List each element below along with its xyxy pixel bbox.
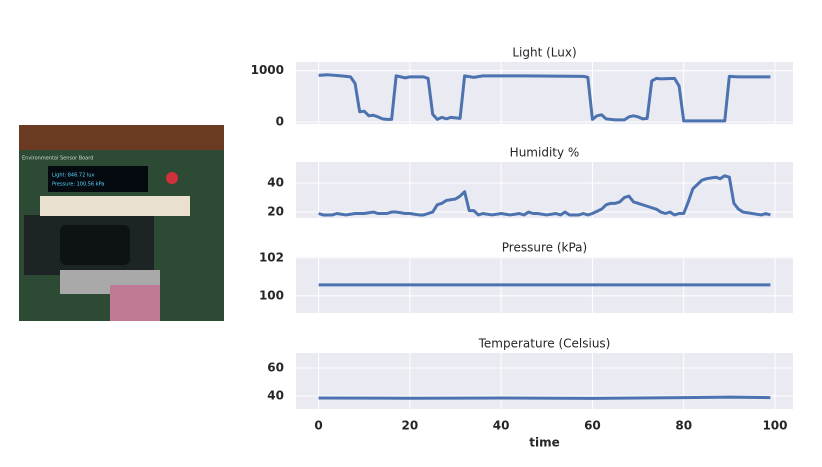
chart-title: Temperature (Celsius) — [478, 337, 611, 351]
x-tick-label: 40 — [493, 419, 510, 433]
photo: Environmental Sensor Board Light: 846.72… — [19, 125, 224, 321]
y-tick-label: 1000 — [251, 63, 284, 77]
plot-area — [296, 162, 793, 218]
y-tick-label: 40 — [267, 176, 284, 190]
data-line — [318, 395, 771, 400]
plot-area — [296, 62, 793, 124]
button — [166, 172, 178, 184]
x-axis-label: time — [529, 436, 560, 450]
y-tick-label: 40 — [267, 388, 284, 402]
connectors — [40, 196, 190, 216]
cable — [110, 285, 160, 321]
y-tick-label: 102 — [259, 250, 284, 264]
x-tick-label: 60 — [584, 419, 601, 433]
x-tick-label: 100 — [762, 419, 787, 433]
screen-line: Light: 846.72 lux — [52, 173, 94, 179]
board-label: Environmental Sensor Board — [22, 156, 93, 162]
y-tick-label: 20 — [267, 205, 284, 219]
y-tick-label: 60 — [267, 360, 284, 374]
chart-title: Light (Lux) — [512, 46, 576, 60]
data-line — [318, 174, 771, 217]
x-tick-label: 80 — [675, 419, 692, 433]
chart-title: Pressure (kPa) — [502, 241, 587, 255]
y-tick-label: 100 — [259, 288, 284, 302]
data-line — [318, 73, 771, 123]
y-tick-label: 0 — [276, 114, 284, 128]
chart-title: Humidity % — [510, 146, 580, 160]
oled-screen — [48, 166, 148, 192]
fan — [60, 225, 130, 265]
x-tick-label: 0 — [314, 419, 322, 433]
x-tick-label: 20 — [402, 419, 419, 433]
plot-area — [296, 353, 793, 409]
screen-line: Pressure: 100.56 kPa — [52, 182, 104, 188]
